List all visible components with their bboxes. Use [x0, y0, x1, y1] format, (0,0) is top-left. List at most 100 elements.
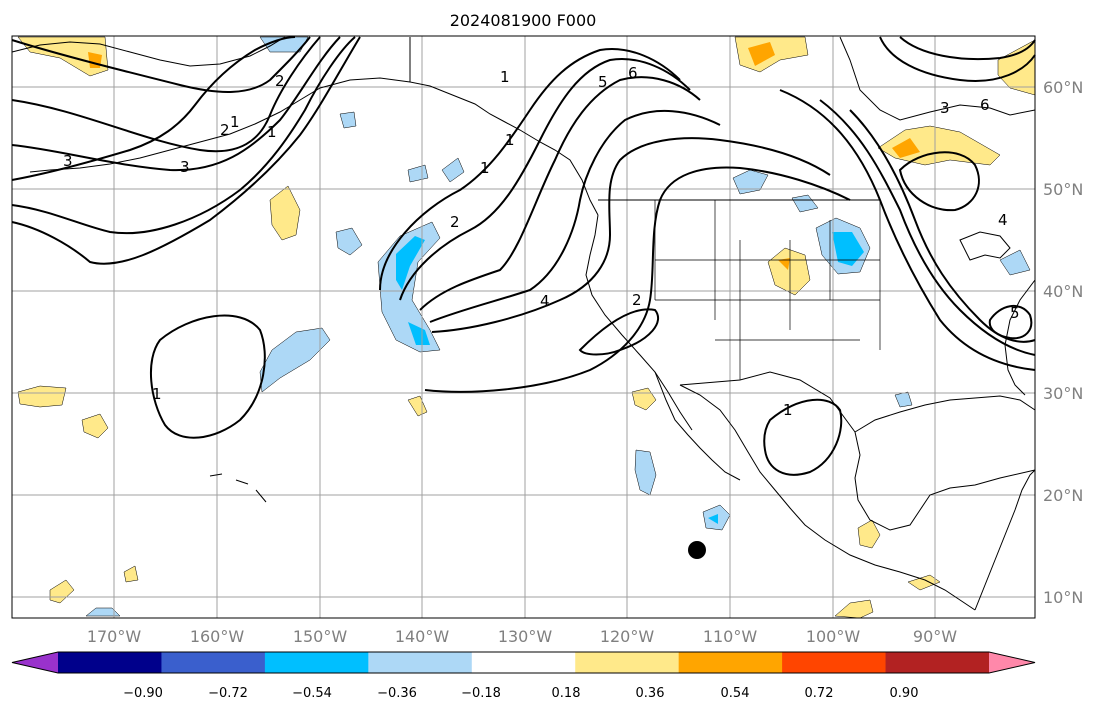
positive-anomaly-area: [857, 519, 881, 549]
positive-anomaly-area: [81, 413, 109, 439]
colorbar-segment: [368, 652, 473, 673]
lon-label: 90°W: [913, 627, 957, 646]
colorbar-tick-labels: −0.90 −0.72 −0.54 −0.36 −0.18 0.18 0.36 …: [123, 686, 918, 701]
lon-label: 160°W: [190, 627, 245, 646]
negative-anomaly-core: [396, 236, 425, 290]
figure-title: 2024081900 F000: [450, 11, 597, 30]
contour-label: 2: [632, 291, 642, 309]
negative-anomaly-area: [732, 169, 769, 195]
contour-label: 3: [63, 152, 73, 170]
colorbar-tick-label: −0.90: [123, 686, 163, 701]
lat-label: 10°N: [1043, 588, 1083, 607]
filled-circle-marker: [688, 541, 706, 559]
contour-label: 2: [220, 121, 230, 139]
contour-line: [988, 305, 1033, 340]
contour-line: [879, 36, 1036, 82]
contour-label: 3: [940, 99, 950, 117]
contour-line: [899, 36, 1036, 61]
contour-labels: 3 3 2 1 2 1 1 1 2 1 4 5 6 2 1 1 3 6 5 4: [63, 64, 1020, 419]
map-frame: [11, 35, 1036, 619]
lat-label: 40°N: [1043, 282, 1083, 301]
contour-label: 1: [500, 68, 510, 86]
contour-label: 5: [1010, 304, 1020, 322]
colorbar-segment: [782, 652, 887, 673]
lon-label: 110°W: [703, 627, 758, 646]
map-background: [12, 36, 1035, 618]
positive-anomaly-area: [907, 574, 941, 591]
graticule: [12, 36, 1035, 618]
contour-label: 6: [628, 64, 638, 82]
lon-label: 100°W: [806, 627, 861, 646]
colorbar-segment: [58, 652, 162, 673]
contour-label: 5: [598, 73, 608, 91]
contours: [11, 36, 1036, 476]
lon-label: 120°W: [600, 627, 655, 646]
colorbar-segment: [885, 652, 990, 673]
colorbar-segment: [575, 652, 680, 673]
lon-label: 140°W: [395, 627, 450, 646]
colorbar-extend-min: [12, 652, 58, 673]
contour-label: 1: [480, 159, 490, 177]
positive-anomaly-core: [748, 42, 775, 66]
contour-line: [819, 99, 1036, 356]
lat-label: 20°N: [1043, 486, 1083, 505]
colorbar-segment: [471, 652, 576, 673]
colorbar-tick-label: −0.18: [461, 686, 501, 701]
contour-line: [11, 36, 341, 172]
negative-anomaly-area: [999, 249, 1031, 276]
contour-line: [11, 36, 321, 153]
west-coast-us: [585, 214, 693, 431]
negative-anomaly-area: [791, 194, 819, 213]
alaska-coastline: [409, 37, 599, 216]
contour-label: 6: [980, 96, 990, 114]
negative-anomaly-core: [832, 232, 864, 266]
colorbar-extend-max: [989, 652, 1035, 673]
colorbar-tick-label: 0.18: [552, 686, 581, 701]
negative-anomaly-core: [708, 514, 718, 524]
lon-label: 150°W: [293, 627, 348, 646]
contour-line: [11, 36, 361, 265]
negative-anomaly-area: [259, 327, 331, 393]
lat-label: 30°N: [1043, 384, 1083, 403]
anomaly-shading: [17, 36, 1036, 619]
contour-label: 2: [275, 72, 285, 90]
contour-label: 4: [540, 292, 550, 310]
negative-anomaly-area: [85, 607, 121, 617]
contour-line: [11, 36, 296, 181]
contour-label: 1: [152, 385, 162, 403]
negative-anomaly-area: [339, 111, 357, 129]
contour-line: [379, 48, 681, 291]
colorbar-tick-label: 0.36: [636, 686, 665, 701]
contour-label: 1: [783, 401, 793, 419]
colorbar-tick-label: −0.72: [208, 686, 248, 701]
contour-line: [419, 76, 701, 311]
lat-label: 50°N: [1043, 180, 1083, 199]
negative-anomaly-area: [377, 221, 441, 353]
gulf-of-mexico-coast: [854, 431, 1036, 531]
contour-line: [399, 58, 691, 301]
contour-line: [429, 110, 721, 323]
colorbar: [11, 651, 1036, 674]
baja-california: [654, 371, 741, 481]
positive-anomaly-area: [997, 39, 1036, 96]
hudson-bay-coast: [839, 36, 1036, 121]
colorbar-tick-label: 0.72: [805, 686, 834, 701]
colorbar-segment: [678, 652, 783, 673]
gulf-coast: [974, 469, 1036, 611]
negative-anomaly-area: [335, 227, 363, 256]
us-gulf-coast: [854, 395, 1036, 433]
lon-label: 130°W: [498, 627, 553, 646]
contour-label: 2: [450, 213, 460, 231]
latitude-labels: 60°N 50°N 40°N 30°N 20°N 10°N: [1043, 78, 1083, 607]
positive-anomaly-area: [17, 36, 109, 77]
contour-line: [424, 166, 851, 393]
colorbar-tick-label: 0.54: [721, 686, 750, 701]
great-lakes: [959, 231, 1011, 261]
contour-line: [11, 36, 356, 235]
colorbar-tick-label: −0.54: [292, 686, 332, 701]
mexico-coast: [679, 384, 976, 611]
contour-line: [431, 137, 831, 333]
positive-anomaly-core: [892, 138, 920, 158]
contour-line: [898, 151, 980, 212]
